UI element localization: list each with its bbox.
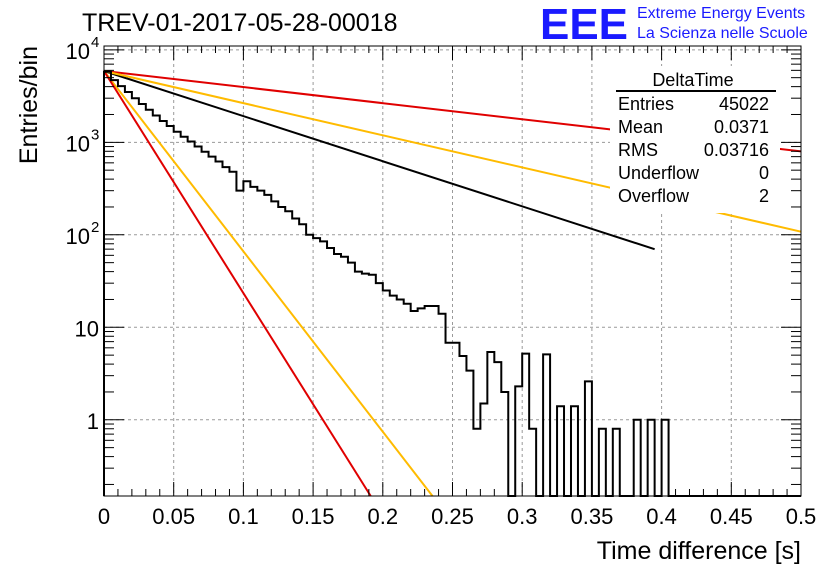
y-tick-label: 10 xyxy=(66,131,90,156)
y-axis-label: Entries/bin xyxy=(15,46,43,164)
y-tick-label: 10 xyxy=(66,39,90,64)
histogram-outline xyxy=(103,70,801,497)
y-tick-label: 10 xyxy=(75,316,99,341)
stats-value: 45022 xyxy=(719,94,769,114)
y-tick-exponent: 3 xyxy=(91,126,99,143)
logo-line-2: La Scienza nelle Scuole xyxy=(637,25,808,42)
logo-mark: EEE xyxy=(540,0,628,49)
stats-label: Overflow xyxy=(618,186,690,206)
stats-row-rms: RMS 0.03716 xyxy=(618,140,769,160)
x-tick-label: 0.25 xyxy=(431,504,474,529)
fit-curve-4 xyxy=(103,70,372,497)
x-tick-labels: 0 0.05 0.1 0.15 0.2 0.25 0.3 0.35 0.4 0.45 0.5 xyxy=(98,504,816,529)
x-axis-label: Time difference [s] xyxy=(597,537,801,565)
stats-label: Entries xyxy=(618,94,674,114)
stats-value: 0 xyxy=(759,163,769,183)
y-tick-exponent: 4 xyxy=(91,34,99,51)
x-tick-label: 0.15 xyxy=(292,504,335,529)
stats-row-mean: Mean 0.0371 xyxy=(618,117,769,137)
y-tick-label: 10 xyxy=(66,224,90,249)
stats-box: DeltaTime Entries 45022 Mean 0.0371 RMS … xyxy=(610,66,780,213)
axis-ticks xyxy=(103,46,802,496)
logo-line-1: Extreme Energy Events xyxy=(637,5,805,22)
stats-value: 2 xyxy=(759,186,769,206)
stats-row-overflow: Overflow 2 xyxy=(618,186,769,206)
stats-value: 0.0371 xyxy=(714,117,769,137)
stats-box-title: DeltaTime xyxy=(652,70,733,90)
stats-value: 0.03716 xyxy=(704,140,769,160)
stats-label: RMS xyxy=(618,140,658,160)
stats-label: Mean xyxy=(618,117,663,137)
x-tick-label: 0.45 xyxy=(710,504,753,529)
chart-title: TREV-01-2017-05-28-00018 xyxy=(82,9,397,37)
x-tick-label: 0.35 xyxy=(570,504,613,529)
x-tick-label: 0.1 xyxy=(228,504,259,529)
x-tick-label: 0 xyxy=(98,504,110,529)
fit-curves xyxy=(103,70,802,497)
y-tick-label: 1 xyxy=(87,409,99,434)
fit-curve-3 xyxy=(103,70,434,497)
stats-row-entries: Entries 45022 xyxy=(618,94,769,114)
x-tick-label: 0.5 xyxy=(786,504,817,529)
x-tick-label: 0.05 xyxy=(152,504,195,529)
x-tick-label: 0.4 xyxy=(646,504,677,529)
fit-curve-0 xyxy=(103,70,655,251)
eee-logo: EEE Extreme Energy Events La Scienza nel… xyxy=(540,0,808,49)
y-tick-exponent: 2 xyxy=(91,219,99,236)
stats-row-underflow: Underflow 0 xyxy=(618,163,769,183)
stats-label: Underflow xyxy=(618,163,700,183)
x-tick-label: 0.2 xyxy=(368,504,399,529)
x-tick-label: 0.3 xyxy=(507,504,538,529)
